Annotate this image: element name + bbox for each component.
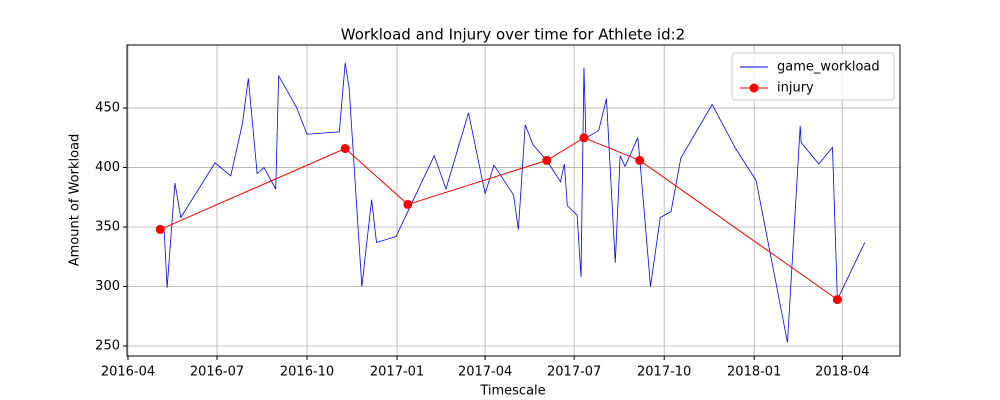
x-tick-label: 2018-04 bbox=[815, 365, 869, 380]
legend-label: injury bbox=[777, 81, 814, 96]
x-tick-label: 2017-01 bbox=[370, 365, 424, 380]
y-axis-label: Amount of Workload bbox=[68, 134, 83, 267]
legend-marker bbox=[749, 83, 759, 93]
x-tick-label: 2016-04 bbox=[101, 365, 155, 380]
y-tick-label: 250 bbox=[95, 339, 120, 354]
x-tick-label: 2016-10 bbox=[280, 365, 334, 380]
injury-marker bbox=[635, 155, 645, 165]
x-tick-label: 2017-10 bbox=[637, 365, 691, 380]
legend-label: game_workload bbox=[777, 60, 880, 75]
y-tick-label: 400 bbox=[95, 160, 120, 175]
grid bbox=[127, 45, 900, 356]
y-tick-label: 300 bbox=[95, 279, 120, 294]
injury-marker bbox=[340, 144, 350, 154]
chart-title: Workload and Injury over time for Athlet… bbox=[341, 26, 685, 44]
y-tick-label: 350 bbox=[95, 220, 120, 235]
x-tick-label: 2017-07 bbox=[547, 365, 601, 380]
x-tick-label: 2016-07 bbox=[190, 365, 244, 380]
plot-area bbox=[155, 62, 866, 343]
injury-marker bbox=[403, 199, 413, 209]
injury-marker bbox=[542, 155, 552, 165]
injury-marker bbox=[579, 133, 589, 143]
y-tick-label: 450 bbox=[95, 101, 120, 116]
x-axis-label: Timescale bbox=[479, 384, 545, 399]
injury-marker bbox=[155, 224, 165, 234]
injury-marker bbox=[832, 295, 842, 305]
x-tick-label: 2017-04 bbox=[458, 365, 512, 380]
axes-frame bbox=[126, 44, 901, 357]
x-tick-label: 2018-01 bbox=[727, 365, 781, 380]
series-line bbox=[160, 62, 866, 343]
legend-box bbox=[731, 52, 895, 101]
